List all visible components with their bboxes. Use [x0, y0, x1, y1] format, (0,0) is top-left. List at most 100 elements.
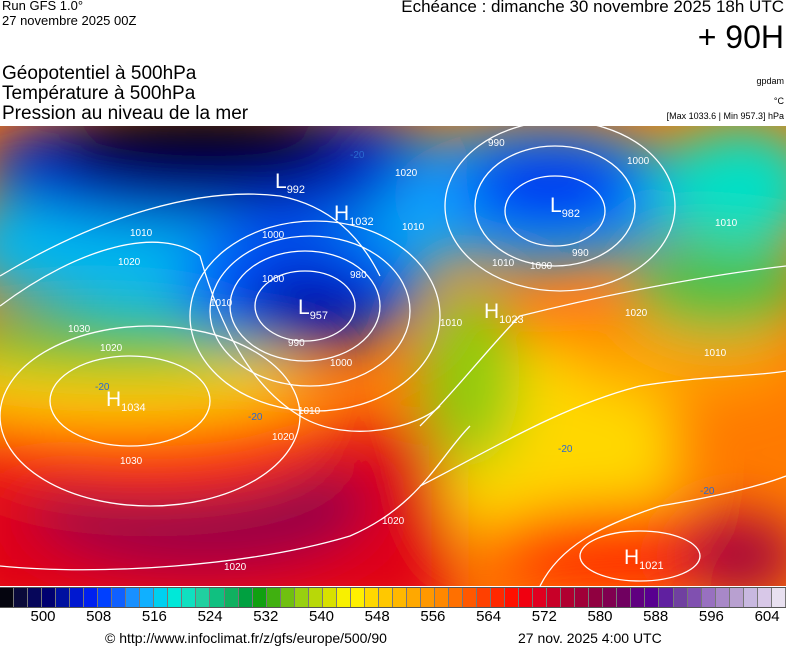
colorbar-cell [140, 588, 155, 607]
colorbar-cell [294, 588, 309, 607]
colorbar-cell [771, 588, 786, 607]
colorbar-cell [673, 588, 688, 607]
unit-pressure: [Max 1033.6 | Min 957.3] hPa [666, 111, 784, 121]
colorbar-cell [70, 588, 85, 607]
colorbar-cell [519, 588, 534, 607]
colorbar-cell [603, 588, 618, 607]
colorbar-cell [14, 588, 29, 607]
colorbar-cell [210, 588, 225, 607]
colorbar-cell [420, 588, 435, 607]
colorbar-cell [196, 588, 211, 607]
isobar-label: 1020 [224, 562, 247, 573]
generation-timestamp: 27 nov. 2025 4:00 UTC [518, 630, 662, 646]
isobar-label: 1010 [130, 228, 153, 239]
colorbar-cell [449, 588, 464, 607]
colorbar-cell [589, 588, 604, 607]
colorbar-cell [378, 588, 393, 607]
isobar-label: 1000 [330, 358, 353, 369]
colorbar-cell [757, 588, 772, 607]
colorbar-cell [364, 588, 379, 607]
colorbar-tick: 500 [30, 608, 56, 625]
isobar-label: 980 [350, 270, 367, 281]
colorbar-cell [112, 588, 127, 607]
isobar-label: 1020 [272, 432, 295, 443]
colorbar-tick: 516 [141, 608, 167, 625]
colorbar-cell [0, 588, 15, 607]
low-pressure-center: L957 [298, 296, 328, 322]
colorbar-cell [182, 588, 197, 607]
colorbar-tick: 548 [364, 608, 390, 625]
colorbar-tick: 596 [698, 608, 724, 625]
colorbar-cell [280, 588, 295, 607]
title-temperature: Température à 500hPa [2, 83, 196, 104]
colorbar-cell [743, 588, 758, 607]
colorbar-tick: 580 [587, 608, 613, 625]
source-url[interactable]: © http://www.infoclimat.fr/z/gfs/europe/… [105, 630, 387, 646]
temperature-label: -20 [700, 486, 715, 497]
colorbar-cell [84, 588, 99, 607]
isobar-label: 1010 [715, 218, 738, 229]
colorbar-cell [322, 588, 337, 607]
run-date: 27 novembre 2025 00Z [2, 13, 137, 28]
colorbar-cell [168, 588, 183, 607]
colorbar-cell [308, 588, 323, 607]
high-pressure-center: H1023 [484, 300, 524, 326]
colorbar-cell [350, 588, 365, 607]
colorbar-cell [477, 588, 492, 607]
colorbar-cell [42, 588, 57, 607]
high-pressure-center: H1034 [106, 388, 146, 414]
colorbar-cell [561, 588, 576, 607]
colorbar-cell [266, 588, 281, 607]
colorbar-tick: 588 [643, 608, 669, 625]
colorbar-cell [715, 588, 730, 607]
colorbar-cell [28, 588, 43, 607]
run-label: Run GFS 1.0° [2, 0, 84, 13]
isobar-label: 1000 [627, 156, 650, 167]
colorbar-cell [252, 588, 267, 607]
colorbar-cell [392, 588, 407, 607]
colorbar-cell [238, 588, 253, 607]
weather-map: L992 H1032 L957 H1023 L982 H1034 H1021 1010 102… [0, 126, 786, 586]
colorbar-cell [659, 588, 674, 607]
colorbar-cell [547, 588, 562, 607]
forecast-lead-time: + 90H [697, 19, 784, 55]
colorbar-cell [336, 588, 351, 607]
isobar-label: 1000 [530, 261, 553, 272]
colorbar-tick: 540 [308, 608, 335, 625]
colorbar-cell [729, 588, 744, 607]
isobar-label: 1020 [382, 516, 405, 527]
isobar-label: 1010 [402, 222, 425, 233]
temperature-label: -20 [350, 150, 365, 161]
colorbar-cell [687, 588, 702, 607]
colorbar-cell [505, 588, 520, 607]
title-geopotential: Géopotentiel à 500hPa [2, 63, 197, 84]
colorbar-tick: 564 [476, 608, 502, 625]
unit-geopotential: gpdam [756, 76, 784, 86]
temperature-label: -20 [558, 444, 573, 455]
low-pressure-center: L992 [275, 170, 305, 196]
colorbar-tick: 524 [197, 608, 223, 625]
colorbar-tick: 556 [420, 608, 446, 625]
isobar-label: 1010 [492, 258, 515, 269]
isobar-label: 1000 [262, 230, 285, 241]
colorbar-tick: 572 [531, 608, 557, 625]
temperature-label: -20 [95, 382, 110, 393]
isobar-label: 1020 [100, 343, 123, 354]
colorbar-tick: 532 [253, 608, 279, 625]
colorbar-cell [491, 588, 506, 607]
colorbar-tick: 508 [86, 608, 112, 625]
isobar-label: 1030 [120, 456, 143, 467]
colorbar-cell [617, 588, 632, 607]
colorbar-cell [154, 588, 169, 607]
colorbar-cell [406, 588, 421, 607]
colorbar-cell [98, 588, 113, 607]
colorbar [0, 587, 786, 608]
temperature-label: -20 [248, 412, 263, 423]
isobar-label: 990 [488, 138, 505, 149]
isobar-label: 1020 [118, 257, 141, 268]
high-pressure-center: H1032 [334, 202, 374, 228]
isobar-label: 1010 [210, 298, 233, 309]
forecast-valid-time: Echéance : dimanche 30 novembre 2025 18h… [401, 0, 784, 16]
isobar-label: 1010 [704, 348, 727, 359]
colorbar-cell [533, 588, 548, 607]
